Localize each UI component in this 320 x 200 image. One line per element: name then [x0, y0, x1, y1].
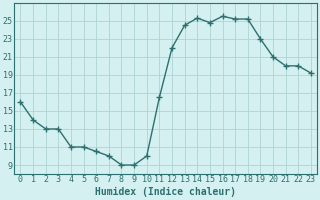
X-axis label: Humidex (Indice chaleur): Humidex (Indice chaleur)	[95, 187, 236, 197]
